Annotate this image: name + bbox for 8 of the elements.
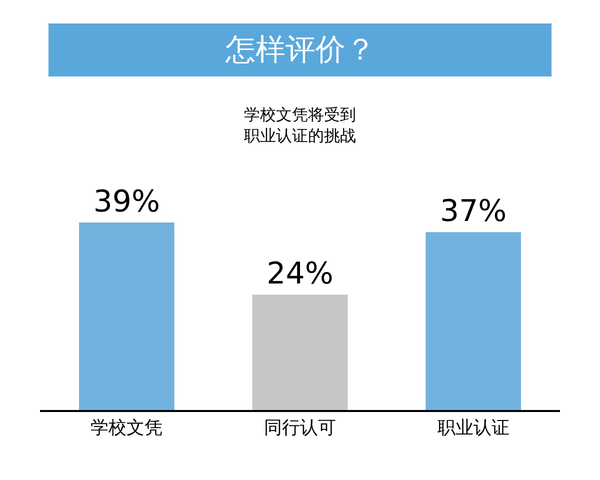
x-tick-label: 同行认可 <box>264 418 336 439</box>
chart-title: 怎样评价？ <box>224 32 376 68</box>
data-label: 39% <box>93 184 160 220</box>
chart-subtitle: 学校文凭将受到职业认证的挑战 <box>244 105 356 145</box>
x-tick-label: 职业认证 <box>437 418 510 439</box>
x-tick-label: 学校文凭 <box>90 418 163 439</box>
data-label: 37% <box>440 194 507 230</box>
data-label: 24% <box>266 256 334 292</box>
